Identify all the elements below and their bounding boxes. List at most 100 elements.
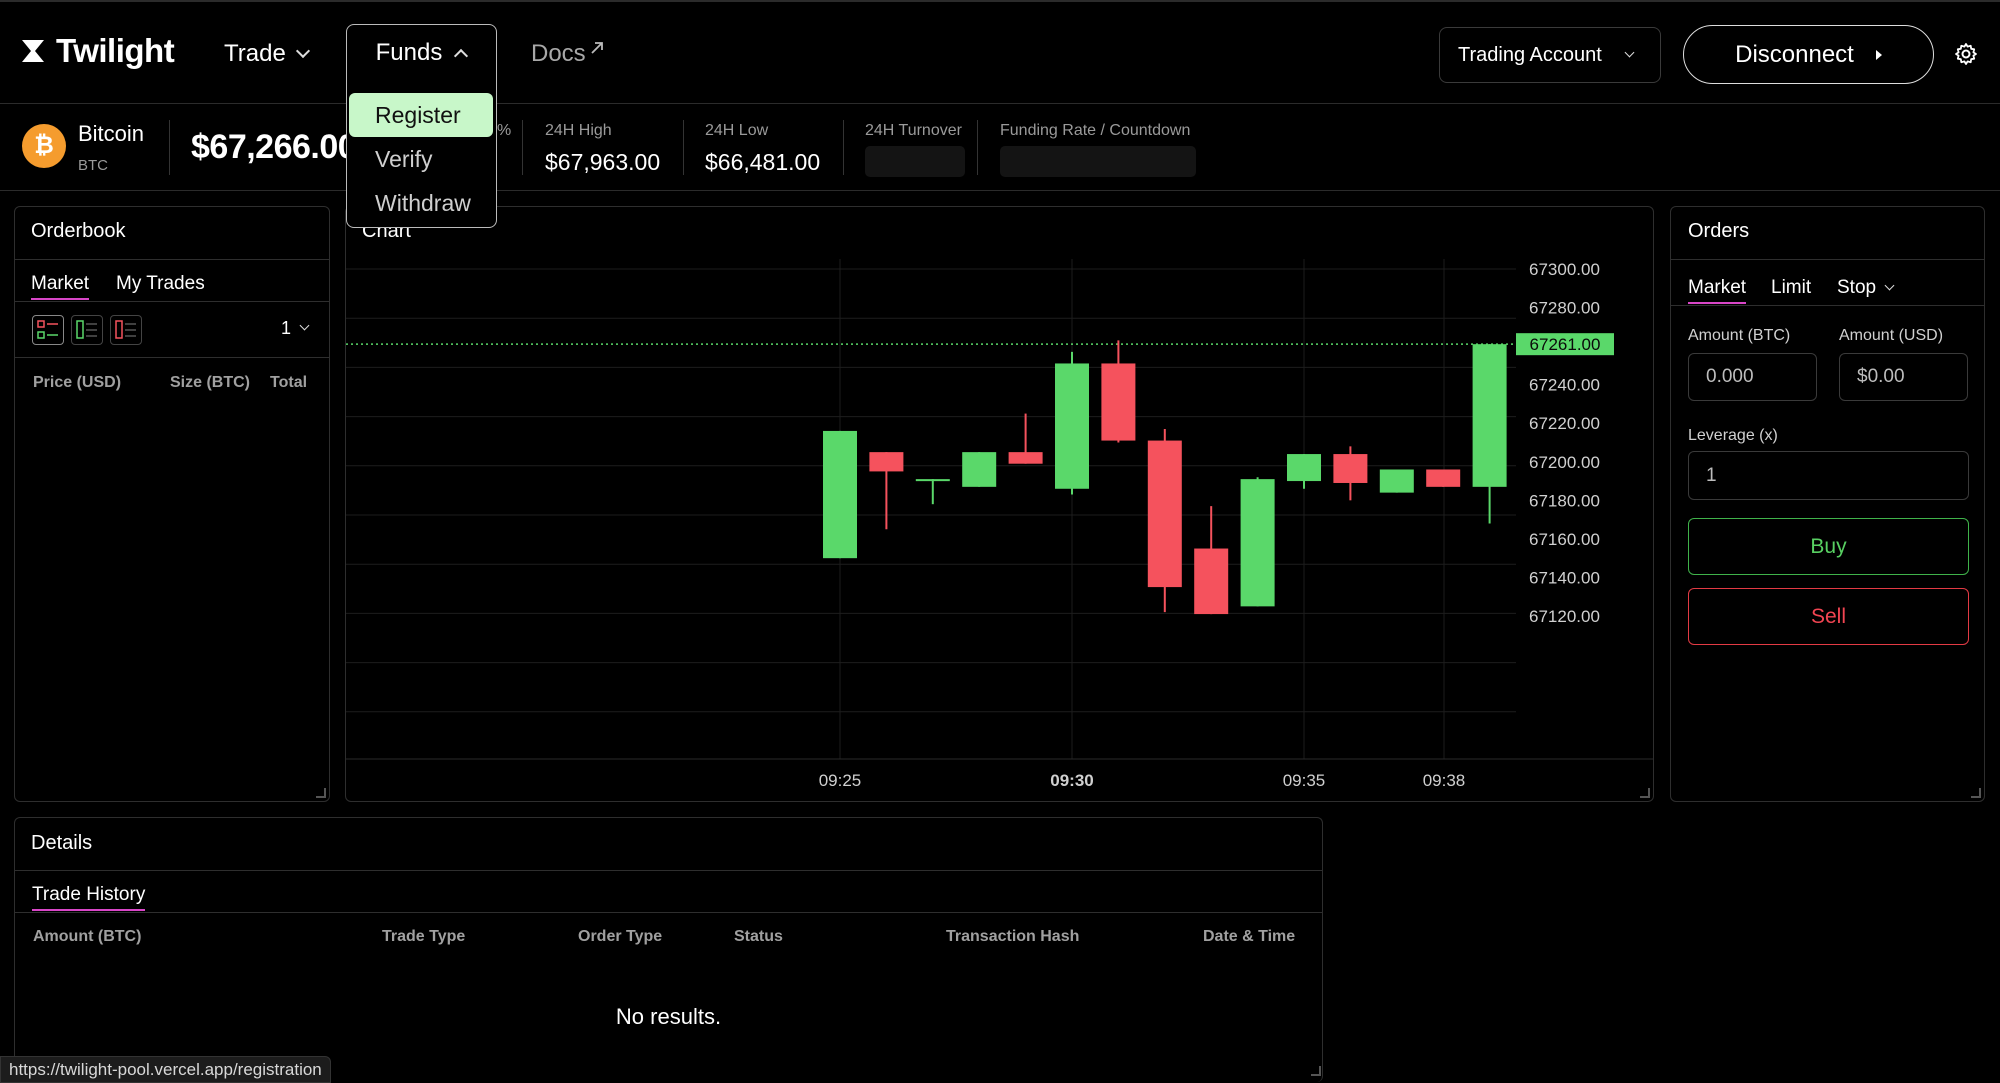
y-tick-label: 67180.00	[1529, 491, 1600, 510]
col-size: Size (BTC)	[170, 374, 250, 391]
asset-name: Bitcoin	[78, 121, 145, 146]
tab-market[interactable]: Market	[31, 273, 90, 300]
turnover-label: 24H Turnover	[865, 122, 962, 139]
col-date-time: Date & Time	[1203, 928, 1296, 945]
y-tick-label: 67120.00	[1529, 607, 1600, 626]
divider	[522, 120, 523, 175]
leverage-input[interactable]: 1	[1688, 451, 1969, 500]
view-bids-button[interactable]	[71, 315, 103, 345]
current-price-label: 67261.00	[1530, 335, 1601, 354]
menu-item-verify[interactable]: Verify	[375, 146, 433, 172]
chevron-down-icon	[1624, 47, 1635, 57]
view-both-button[interactable]	[32, 315, 64, 345]
chart-panel	[345, 206, 1654, 802]
col-order-type: Order Type	[578, 928, 663, 945]
candle-body	[1008, 452, 1043, 464]
nav-trade[interactable]: Trade	[224, 40, 310, 68]
details-title: Details	[31, 832, 93, 854]
leverage-value: 1	[1706, 464, 1717, 486]
buy-label: Buy	[1810, 534, 1847, 558]
funding-label: Funding Rate / Countdown	[1000, 122, 1191, 139]
tab-stop-order[interactable]: Stop	[1837, 277, 1895, 299]
sell-button[interactable]: Sell	[1688, 588, 1969, 645]
low-value: $66,481.00	[705, 149, 821, 175]
candlestick-chart[interactable]: 67300.00 67280.00 67240.00 67220.00 67200.00…	[346, 259, 1653, 801]
y-tick-label: 67280.00	[1529, 299, 1600, 318]
amount-btc-label: Amount (BTC)	[1688, 327, 1791, 344]
candle-body	[1147, 440, 1182, 588]
y-tick-label: 67300.00	[1529, 260, 1600, 279]
high-value: $67,963.00	[545, 149, 661, 175]
x-tick-label: 09:25	[819, 771, 862, 790]
divider	[843, 120, 844, 175]
candle-body	[1240, 479, 1275, 607]
orderbook-panel	[14, 206, 330, 802]
col-price: Price (USD)	[33, 374, 122, 391]
candle-body	[1194, 548, 1229, 615]
divider	[977, 120, 978, 175]
y-tick-label: 67220.00	[1529, 414, 1600, 433]
candle-body	[1101, 363, 1136, 441]
candle-body	[823, 430, 857, 559]
resize-handle[interactable]	[316, 788, 326, 798]
amount-btc-input[interactable]: 0.000	[1688, 353, 1817, 401]
link-preview-statusbar: https://twilight-pool.vercel.app/registr…	[0, 1056, 331, 1083]
high-label: 24H High	[545, 122, 612, 139]
grouping-value: 1	[281, 318, 292, 338]
brand-logo[interactable]: Twilight	[20, 32, 175, 70]
chevron-up-icon	[454, 48, 469, 64]
divider	[14, 912, 1323, 913]
orders-title: Orders	[1688, 220, 1750, 242]
tab-limit-order[interactable]: Limit	[1771, 277, 1812, 298]
resize-handle[interactable]	[1971, 788, 1981, 798]
buy-button[interactable]: Buy	[1688, 518, 1969, 575]
trading-account-select[interactable]: Trading Account	[1439, 27, 1661, 83]
nav-docs-label: Docs	[531, 40, 586, 67]
turnover-skeleton	[865, 146, 965, 177]
divider	[1670, 259, 1985, 260]
orderbook-title: Orderbook	[31, 220, 126, 242]
x-tick-label: 09:30	[1050, 771, 1093, 790]
y-tick-label: 67240.00	[1529, 376, 1600, 395]
gear-icon[interactable]	[1954, 42, 1978, 66]
candle-body	[915, 479, 950, 482]
tab-trade-history[interactable]: Trade History	[32, 884, 146, 911]
amount-usd-input[interactable]: $0.00	[1839, 353, 1968, 401]
view-asks-button[interactable]	[110, 315, 142, 345]
tab-market-order[interactable]: Market	[1688, 277, 1747, 304]
menu-item-withdraw[interactable]: Withdraw	[375, 190, 471, 216]
candle-body	[1426, 469, 1461, 487]
caret-right-icon	[1875, 49, 1882, 60]
tab-my-trades[interactable]: My Trades	[116, 273, 205, 294]
x-tick-label: 09:35	[1283, 771, 1326, 790]
top-navbar: Twilight Trade Docs Trading Account Disc…	[0, 0, 2000, 104]
col-tx-hash: Transaction Hash	[946, 928, 1080, 945]
x-tick-label: 09:38	[1423, 771, 1466, 790]
funds-menu: Register Verify Withdraw	[347, 93, 495, 225]
external-link-icon	[591, 42, 603, 54]
col-amount: Amount (BTC)	[33, 928, 142, 945]
chevron-down-icon	[299, 320, 310, 331]
amount-btc-placeholder: 0.000	[1706, 366, 1754, 387]
y-tick-label: 67200.00	[1529, 453, 1600, 472]
disconnect-label: Disconnect	[1735, 40, 1854, 68]
resize-handle[interactable]	[1640, 788, 1650, 798]
trading-account-label: Trading Account	[1458, 43, 1602, 66]
low-label: 24H Low	[705, 122, 769, 139]
candle-body	[1379, 469, 1414, 493]
divider	[169, 120, 170, 175]
chevron-down-icon	[1884, 280, 1895, 290]
current-price-tag	[1516, 333, 1614, 356]
disconnect-button[interactable]: Disconnect	[1683, 25, 1934, 84]
grouping-select[interactable]: 1	[281, 318, 310, 339]
resize-handle[interactable]	[1311, 1066, 1321, 1076]
nav-docs[interactable]: Docs	[531, 40, 604, 68]
menu-item-register[interactable]: Register	[349, 93, 493, 137]
candle-body	[869, 452, 904, 472]
divider	[14, 259, 330, 260]
candle-body	[962, 452, 997, 487]
orderbook-asks-icon	[115, 320, 136, 339]
current-price: $67,266.00	[191, 128, 357, 166]
nav-funds[interactable]: Funds	[347, 25, 495, 81]
twilight-logo-icon	[22, 40, 44, 62]
